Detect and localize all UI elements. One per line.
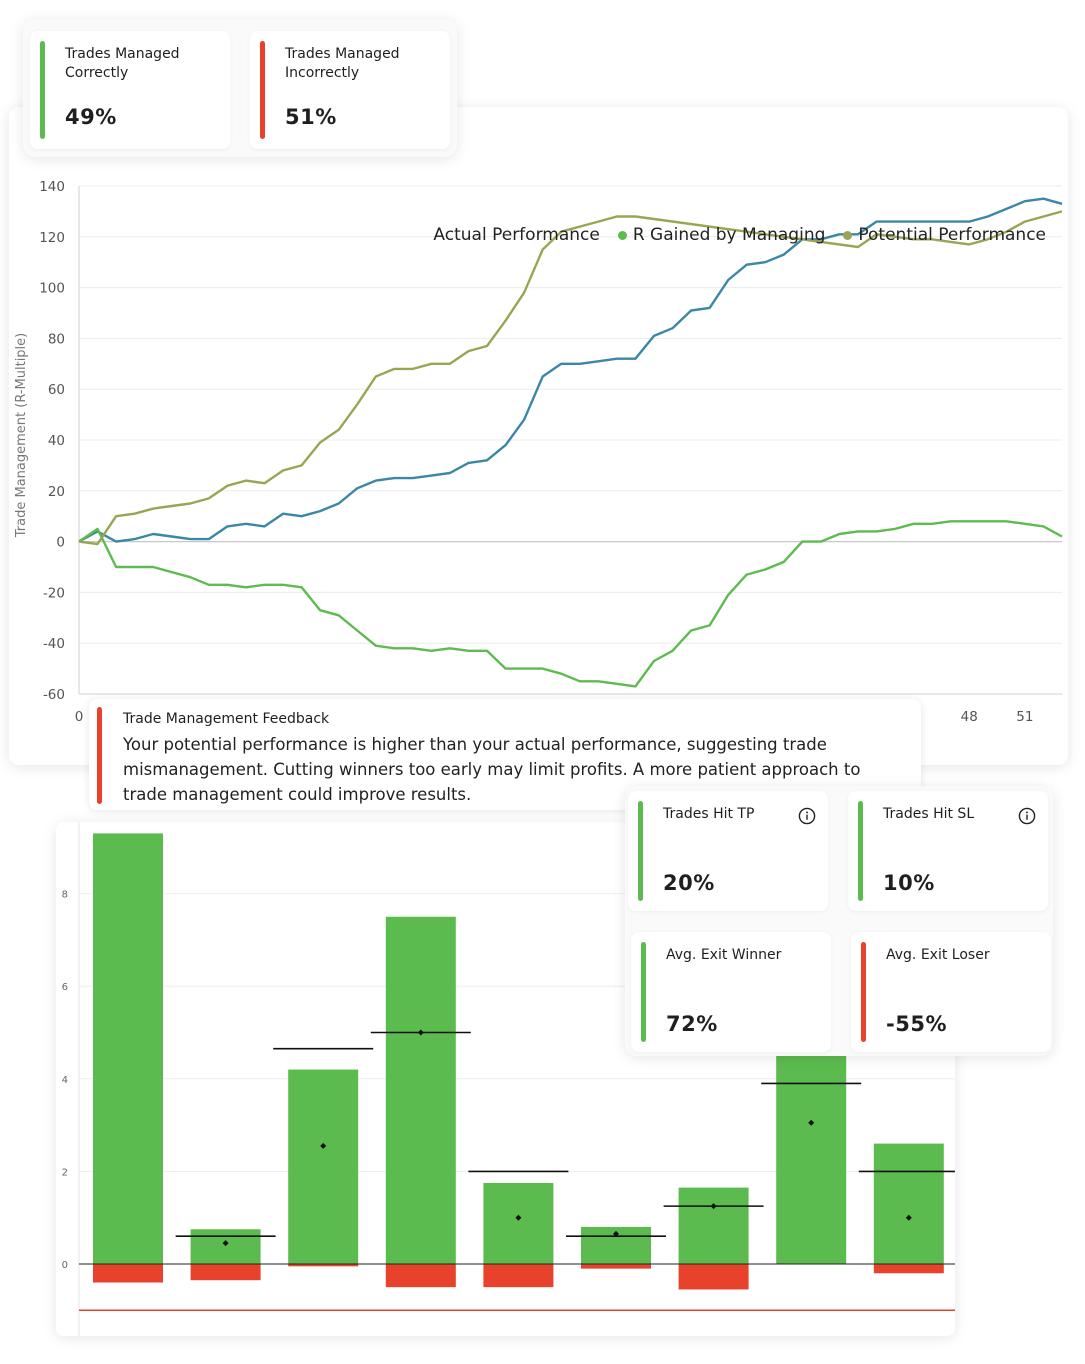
bar-negative xyxy=(483,1264,554,1288)
mean-marker xyxy=(515,1214,522,1221)
legend-item-potential[interactable]: Potential Performance xyxy=(843,225,1046,245)
series-line-r-gained-by-managing xyxy=(78,520,1063,688)
stat-value: 20% xyxy=(663,871,715,895)
trade-exit-stats: Trades Hit TP 20% Trades Hit SL 10% Avg.… xyxy=(625,786,1053,1056)
y-tick-label: 8 xyxy=(62,890,68,901)
y-tick-label: 100 xyxy=(39,281,65,297)
bar-chart-card: 0 2 4 6 8 xyxy=(56,822,955,1336)
mean-marker xyxy=(905,1214,912,1221)
feedback-indicator-bar xyxy=(97,707,102,804)
stat-value: 10% xyxy=(883,871,935,895)
bar-negative xyxy=(873,1264,944,1274)
stat-indicator-bar xyxy=(260,41,265,139)
legend-label-actual: Actual Performance xyxy=(433,225,600,245)
bar-positive xyxy=(873,1143,944,1264)
stat-label: Avg. Exit Loser xyxy=(886,947,990,963)
stat-trades-managed-correctly: Trades Managed Correctly 49% xyxy=(30,31,230,149)
x-tick-label: 51 xyxy=(1016,709,1033,725)
mean-marker xyxy=(613,1230,619,1237)
chart-legend: Actual Performance R Gained by Managing … xyxy=(433,225,1046,245)
x-tick-label: 48 xyxy=(961,709,978,725)
y-tick-label: -40 xyxy=(43,636,65,652)
trade-management-stats: Trades Managed Correctly 49% Trades Mana… xyxy=(23,19,457,157)
y-tick-label: 0 xyxy=(56,535,65,551)
stat-trades-hit-tp: Trades Hit TP 20% xyxy=(628,791,828,911)
stat-indicator-bar xyxy=(40,41,45,139)
stat-label: Avg. Exit Winner xyxy=(666,947,782,963)
stat-value: 51% xyxy=(285,105,337,129)
stat-label: Trades Managed Correctly xyxy=(65,46,180,81)
y-tick-label: 4 xyxy=(62,1075,68,1086)
info-icon[interactable] xyxy=(798,807,816,825)
bar-positive xyxy=(93,833,163,1264)
y-tick-label: 140 xyxy=(39,179,65,195)
y-tick-label: 40 xyxy=(48,433,65,449)
legend-dot-r-gained xyxy=(617,230,627,240)
info-icon[interactable] xyxy=(1018,807,1036,825)
mean-marker xyxy=(710,1203,717,1210)
bar-positive xyxy=(483,1182,554,1264)
performance-chart-card: -60 -40 -20 0 20 40 60 80 100 120 140 Trade Managem… xyxy=(9,107,1068,765)
stat-value: -55% xyxy=(886,1012,947,1036)
y-tick-label: -60 xyxy=(43,687,65,703)
stat-value: 49% xyxy=(65,105,117,129)
bar-positive xyxy=(776,1055,847,1264)
bar-positive xyxy=(288,1069,359,1264)
bar-negative xyxy=(93,1264,163,1283)
stat-indicator-bar xyxy=(858,801,863,901)
mean-marker xyxy=(417,1029,424,1036)
legend-label-potential: Potential Performance xyxy=(858,225,1046,245)
exit-bar-chart: 0 2 4 6 8 xyxy=(62,822,955,1336)
y-tick-label: 0 xyxy=(62,1260,68,1271)
series-line-potential-performance xyxy=(78,210,1063,546)
mean-marker xyxy=(320,1142,327,1149)
legend-item-actual[interactable]: Actual Performance xyxy=(433,225,599,245)
feedback-title: Trade Management Feedback xyxy=(123,711,330,727)
y-tick-label: 120 xyxy=(39,230,65,246)
y-tick-label: 2 xyxy=(62,1167,68,1178)
x-tick-label: 0 xyxy=(75,709,84,725)
y-tick-label: 20 xyxy=(48,484,65,500)
bar-negative xyxy=(581,1264,651,1269)
y-tick-label: 80 xyxy=(48,331,65,347)
y-tick-label: -20 xyxy=(43,585,65,601)
stat-label: Trades Hit TP xyxy=(663,806,755,822)
stat-avg-exit-loser: Avg. Exit Loser -55% xyxy=(851,932,1051,1052)
y-tick-label: 60 xyxy=(48,382,65,398)
stat-trades-managed-incorrectly: Trades Managed Incorrectly 51% xyxy=(250,31,450,149)
stat-label: Trades Managed Incorrectly xyxy=(285,46,400,81)
legend-item-r-gained[interactable]: R Gained by Managing xyxy=(617,225,826,245)
bar-negative xyxy=(678,1264,749,1290)
stat-value: 72% xyxy=(666,1012,718,1036)
stat-indicator-bar xyxy=(641,942,646,1042)
stat-indicator-bar xyxy=(638,801,643,901)
bar-positive xyxy=(190,1229,261,1264)
stat-label: Trades Hit SL xyxy=(883,806,975,822)
stat-avg-exit-winner: Avg. Exit Winner 72% xyxy=(631,932,831,1052)
stat-trades-hit-sl: Trades Hit SL 10% xyxy=(848,791,1048,911)
mean-marker xyxy=(808,1119,815,1126)
series-line-actual-performance xyxy=(78,197,1063,543)
bar-negative xyxy=(190,1264,261,1281)
y-tick-label: 6 xyxy=(62,982,68,993)
bar-negative xyxy=(288,1264,359,1267)
stat-indicator-bar xyxy=(861,942,866,1042)
mean-marker xyxy=(222,1240,229,1247)
bar-negative xyxy=(385,1264,456,1288)
bar-positive xyxy=(678,1187,749,1264)
legend-dot-potential xyxy=(843,230,853,240)
performance-line-chart: -60 -40 -20 0 20 40 60 80 100 120 140 Trade Managem… xyxy=(14,179,1063,725)
legend-label-r-gained: R Gained by Managing xyxy=(632,225,826,245)
feedback-text: Your potential performance is higher tha… xyxy=(123,735,861,804)
bar-positive xyxy=(385,916,456,1264)
y-axis-title: Trade Management (R-Multiple) xyxy=(14,333,29,538)
